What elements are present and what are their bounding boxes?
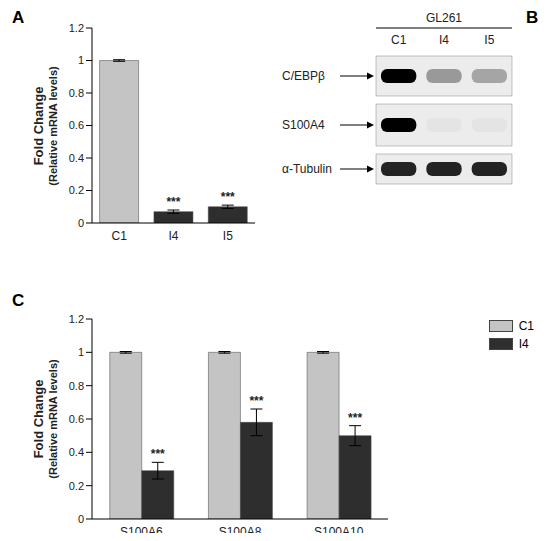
svg-text:0.4: 0.4: [69, 152, 84, 164]
svg-text:α-Tubulin: α-Tubulin: [282, 162, 332, 176]
svg-text:0.8: 0.8: [69, 380, 84, 392]
svg-text:***: ***: [221, 190, 235, 204]
svg-text:1.2: 1.2: [69, 313, 84, 325]
svg-text:1: 1: [78, 346, 84, 358]
svg-text:S100A6: S100A6: [120, 525, 163, 533]
svg-text:***: ***: [166, 195, 180, 209]
html-text:Fold Change: Fold Change: [31, 379, 46, 459]
svg-text:0.6: 0.6: [69, 119, 84, 131]
svg-text:0: 0: [78, 513, 84, 525]
svg-text:***: ***: [151, 447, 165, 461]
svg-text:0.4: 0.4: [69, 446, 84, 458]
svg-text:0.2: 0.2: [69, 480, 84, 492]
html-text:B: B: [526, 8, 539, 27]
html-text:(Relative mRNA levels): (Relative mRNA levels): [47, 359, 59, 479]
svg-text:C1: C1: [391, 33, 407, 47]
svg-text:I4: I4: [439, 33, 449, 47]
svg-text:***: ***: [249, 394, 263, 408]
svg-text:S100A4: S100A4: [282, 118, 325, 132]
svg-text:GL261: GL261: [426, 11, 462, 25]
svg-text:0.6: 0.6: [69, 413, 84, 425]
svg-text:S100A8: S100A8: [219, 525, 262, 533]
svg-text:***: ***: [348, 411, 362, 425]
svg-text:C/EBPβ: C/EBPβ: [282, 69, 325, 83]
svg-text:C1: C1: [111, 229, 127, 243]
svg-text:1: 1: [78, 54, 84, 66]
svg-text:0: 0: [78, 217, 84, 229]
svg-text:I4: I4: [168, 229, 178, 243]
svg-text:I5: I5: [484, 33, 494, 47]
svg-text:1.2: 1.2: [69, 22, 84, 34]
svg-text:0.8: 0.8: [69, 87, 84, 99]
html-text:(Relative mRNA levels): (Relative mRNA levels): [47, 65, 59, 186]
html-text:I4: I4: [518, 337, 529, 351]
svg-text:0.2: 0.2: [69, 184, 84, 196]
svg-text:S100A10: S100A10: [314, 525, 364, 533]
html-text:A: A: [12, 8, 25, 27]
html-text:C: C: [12, 291, 25, 310]
html-text:C1: C1: [518, 319, 534, 333]
html-text:Fold Change: Fold Change: [31, 86, 46, 165]
svg-text:I5: I5: [223, 229, 233, 243]
